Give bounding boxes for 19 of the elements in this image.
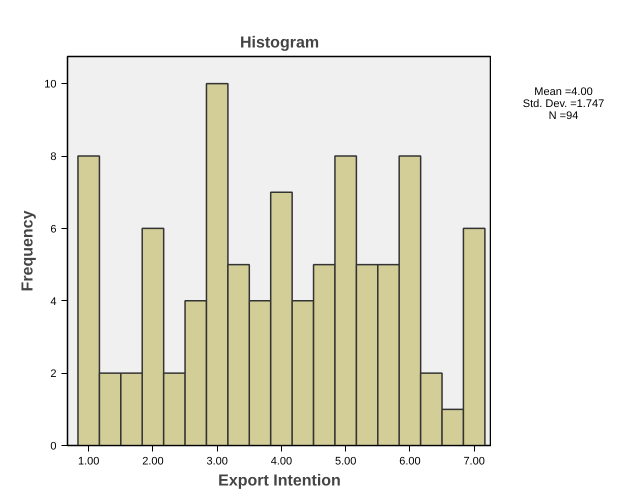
y-tick-label: 8 [50, 151, 57, 164]
y-tick-label: 6 [50, 223, 57, 236]
x-tick-label: 4.00 [270, 456, 292, 468]
y-tick-label: 0 [50, 440, 57, 452]
x-axis-title: Export Intention [218, 472, 341, 490]
x-tick-label: 3.00 [206, 456, 228, 468]
x-tick-label: 2.00 [142, 456, 164, 468]
x-tick-label: 7.00 [463, 456, 485, 468]
x-tick-label: 5.00 [334, 456, 356, 468]
x-tick-label: 6.00 [399, 456, 421, 468]
y-axis-title: Frequency [19, 210, 36, 292]
y-tick-label: 4 [50, 296, 57, 308]
text: Mean =4.00 [533, 86, 594, 98]
x-tick-label: 1.00 [78, 456, 100, 468]
text: Std. Dev. =1.747 [522, 98, 604, 110]
y-tick-label: 2 [50, 368, 57, 380]
chart-title: Histogram [240, 34, 320, 52]
y-tick-label: 10 [44, 78, 57, 91]
text: N =94 [548, 110, 580, 122]
